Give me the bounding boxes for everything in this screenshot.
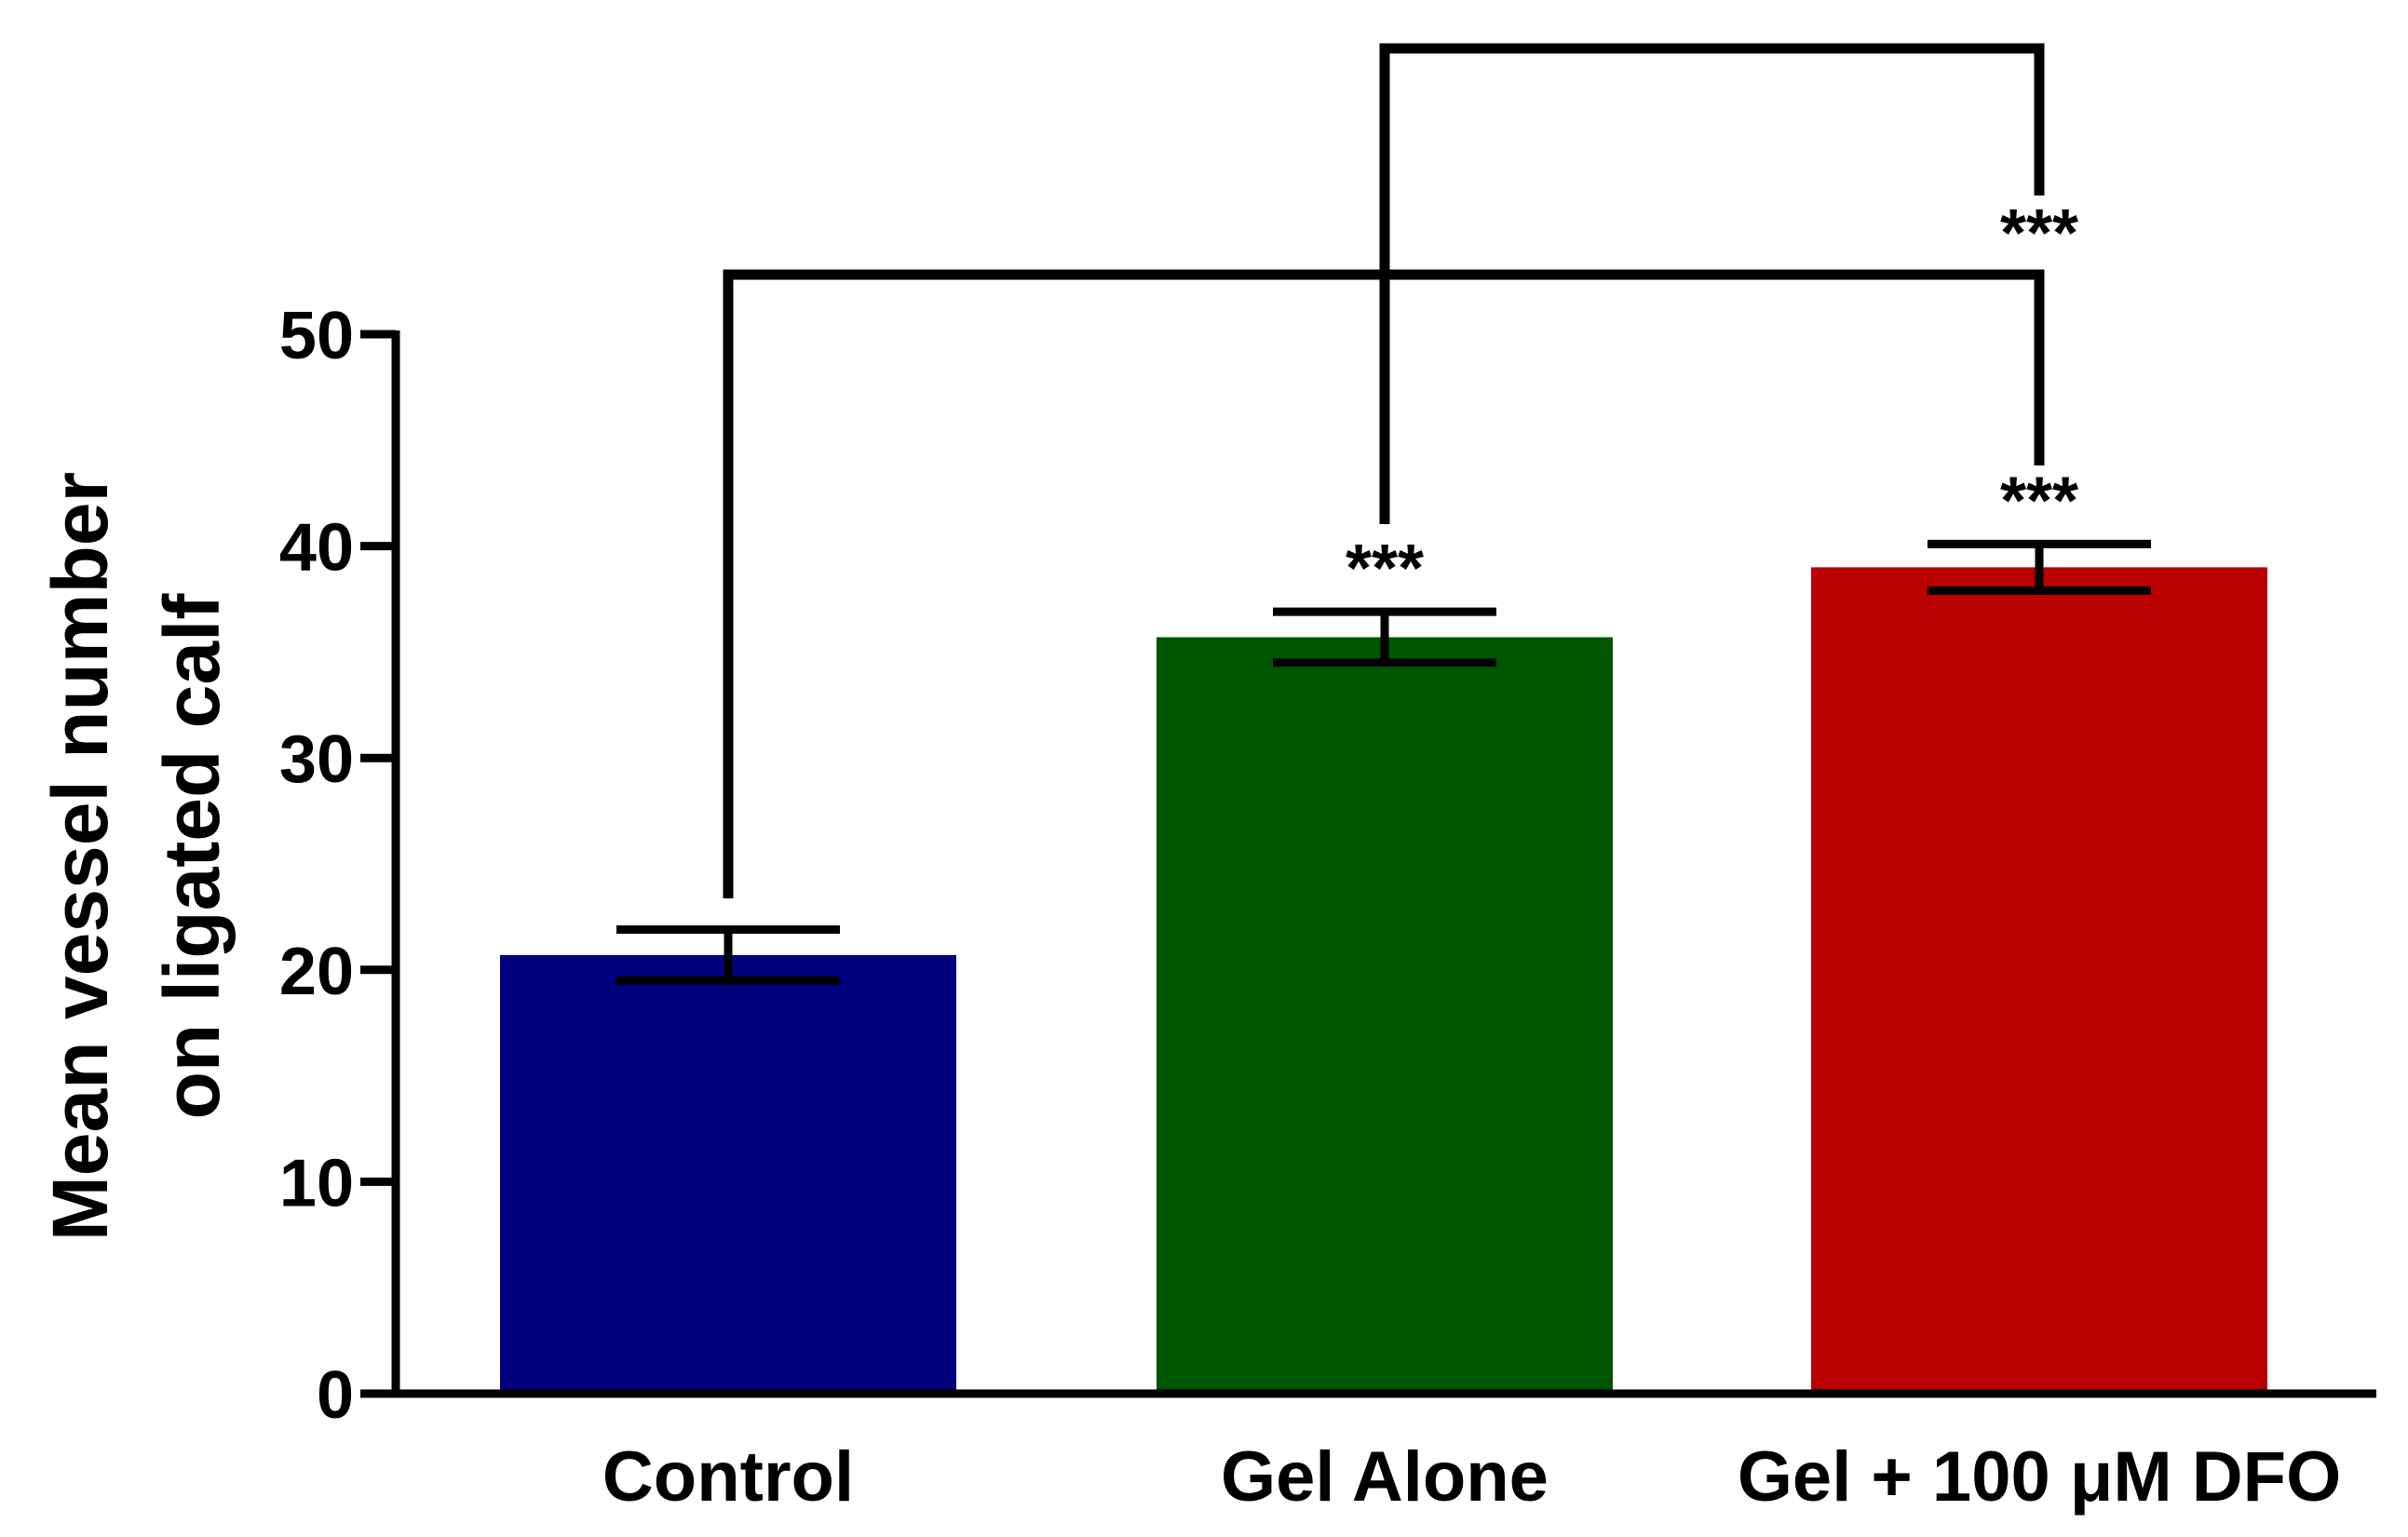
comparison-bracket-1: [1379, 43, 2045, 524]
bar-0: [500, 954, 956, 1394]
x-tick-label-1: Gel Alone: [1221, 1437, 1549, 1517]
y-tick-label-2: 20: [279, 935, 354, 1009]
bar-1: [1157, 637, 1613, 1394]
y-tick-label-0: 0: [317, 1358, 354, 1433]
comparison-label-1: ***: [2000, 196, 2078, 271]
y-axis-label: Mean vessel number on ligated calf: [36, 472, 236, 1241]
x-labels-layer: Control Gel Alone Gel + 100 μM DFO: [602, 1437, 2341, 1517]
bars-layer: [500, 567, 2267, 1394]
significance-brackets: [723, 43, 2045, 898]
bar-2: [1811, 567, 2267, 1394]
y-tick-label-3: 30: [279, 722, 354, 797]
y-tick-label-4: 40: [279, 511, 354, 586]
y-tick-label-1: 10: [279, 1146, 354, 1220]
y-axis-label-line-2: on ligated calf: [148, 593, 236, 1120]
bar-significance-1: ***: [1346, 532, 1424, 606]
y-tick-label-5: 50: [279, 299, 354, 373]
x-tick-label-2: Gel + 100 μM DFO: [1738, 1437, 2341, 1517]
x-tick-label-0: Control: [602, 1437, 854, 1517]
axes-layer: [391, 330, 2376, 1398]
significance-marks: *** *** ***: [1346, 196, 2078, 606]
y-ticks-layer: 0 10 20 30 40 50: [279, 299, 396, 1433]
bar-significance-2: ***: [2000, 464, 2078, 538]
error-bars-layer: [616, 539, 2151, 985]
y-axis-label-line-1: Mean vessel number: [36, 472, 124, 1241]
